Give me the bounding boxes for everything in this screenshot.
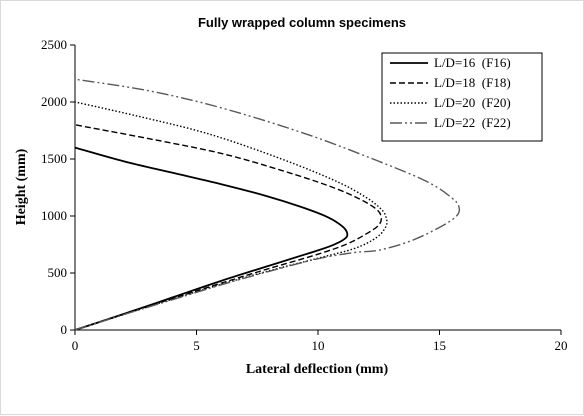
chart-title: Fully wrapped column specimens [198, 15, 406, 30]
y-tick-label: 0 [61, 322, 68, 337]
x-tick-label: 0 [72, 338, 79, 353]
series-layer [74, 78, 461, 331]
series-line-1 [74, 146, 349, 331]
y-tick-label: 1000 [41, 208, 67, 223]
legend-label-1: L/D=16 (F16) [434, 55, 511, 70]
y-axis-label: Height (mm) [14, 148, 29, 225]
x-axis-label: Lateral deflection (mm) [246, 362, 389, 377]
y-tick-label: 500 [48, 265, 68, 280]
legend: L/D=16 (F16) L/D=18 (F18) L/D=20 (F20) L/D=… [381, 52, 543, 142]
legend-label-3: L/D=20 (F20) [434, 95, 511, 110]
legend-box [381, 52, 543, 142]
y-tick-label: 2000 [41, 94, 67, 109]
series-line-4 [74, 78, 461, 331]
plot-area: 0 500 1000 1500 2000 2500 0 5 10 15 20 [41, 37, 568, 353]
x-tick-label: 5 [193, 338, 200, 353]
series-line-3 [74, 101, 388, 331]
y-tick-label: 1500 [41, 151, 67, 166]
x-tick-label: 15 [433, 338, 446, 353]
series-line-2 [74, 124, 383, 331]
legend-label-2: L/D=18 (F18) [434, 75, 511, 90]
x-tick-label: 10 [312, 338, 325, 353]
x-tick-label: 20 [555, 338, 568, 353]
y-tick-label: 2500 [41, 37, 67, 52]
legend-label-4: L/D=22 (F22) [434, 115, 511, 130]
